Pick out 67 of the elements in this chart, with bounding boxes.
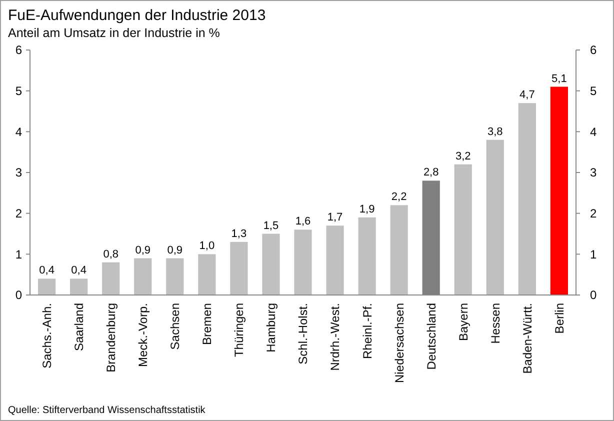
y-tick-label: 3 <box>15 166 22 180</box>
x-tick-label: Nrdrh.-West. <box>328 303 342 371</box>
x-tick-label: Thüringen <box>232 303 246 358</box>
data-label: 2,8 <box>423 166 439 179</box>
x-tick-label: Brandenburg <box>104 303 118 372</box>
data-label: 0,9 <box>167 244 183 256</box>
bar <box>550 86 568 295</box>
data-label: 2,2 <box>391 191 407 204</box>
data-label: 1,9 <box>359 203 375 216</box>
x-tick-label: Berlin <box>552 303 566 334</box>
data-label: 3,8 <box>487 126 503 138</box>
data-label: 3,2 <box>455 150 471 162</box>
y-tick-label: 0 <box>15 288 22 302</box>
x-tick-label: Baden-Württ. <box>520 303 534 374</box>
bar <box>134 258 152 295</box>
x-tick-label: Sachs.-Anh. <box>40 303 54 368</box>
x-tick-label: Rheinl.-Pf. <box>360 303 374 360</box>
data-label: 0,4 <box>71 264 86 277</box>
bar <box>70 278 88 295</box>
bar <box>198 254 216 295</box>
bar <box>454 164 472 295</box>
y-tick-label: 5 <box>15 84 22 98</box>
chart-subtitle: Anteil am Umsatz in der Industrie in % <box>8 26 220 40</box>
data-label: 5,1 <box>552 72 567 85</box>
x-tick-label: Meck.-Vorp. <box>136 303 150 368</box>
y2-tick-label: 2 <box>590 206 597 221</box>
data-label: 0,8 <box>103 248 119 260</box>
bar <box>166 258 184 295</box>
source-note: Quelle: Stifterverband Wissenschaftsstatistik <box>8 405 206 416</box>
data-label: 1,3 <box>231 228 247 240</box>
bar <box>358 217 376 295</box>
y2-tick-label: 6 <box>590 43 597 58</box>
x-tick-label: Deutschland <box>424 303 438 370</box>
bar <box>38 278 56 295</box>
bar <box>262 234 280 295</box>
y-tick-label: 6 <box>15 43 22 58</box>
y2-tick-label: 5 <box>590 84 597 98</box>
data-label: 1,0 <box>199 240 215 252</box>
x-tick-label: Niedersachsen <box>392 303 406 384</box>
x-tick-label: Saarland <box>72 303 86 352</box>
data-label: 0,4 <box>39 264 54 277</box>
bar <box>230 242 248 295</box>
y-tick-label: 2 <box>15 206 22 221</box>
x-tick-label: Bayern <box>456 303 470 342</box>
x-tick-label: Sachsen <box>168 303 182 350</box>
y2-tick-label: 0 <box>590 288 597 302</box>
x-tick-label: Hessen <box>488 303 502 344</box>
x-tick-label: Bremen <box>200 303 214 346</box>
bar <box>518 103 536 295</box>
bar <box>102 262 120 295</box>
x-tick-label: Hamburg <box>264 303 278 352</box>
bar <box>294 230 312 295</box>
data-label: 0,9 <box>135 244 151 256</box>
data-label: 1,7 <box>327 212 343 224</box>
x-tick-label: Schl.-Holst. <box>296 303 310 364</box>
bar <box>326 226 344 295</box>
y-tick-label: 4 <box>15 124 22 139</box>
data-label: 1,6 <box>295 216 311 228</box>
y-tick-label: 1 <box>15 247 22 262</box>
chart-title: FuE-Aufwendungen der Industrie 2013 <box>8 7 266 24</box>
bar <box>486 140 504 295</box>
y2-tick-label: 3 <box>590 166 597 180</box>
y2-tick-label: 1 <box>590 247 597 262</box>
data-label: 1,5 <box>263 220 279 232</box>
y2-tick-label: 4 <box>590 124 597 139</box>
bar <box>390 205 408 295</box>
data-label: 4,7 <box>520 89 535 102</box>
